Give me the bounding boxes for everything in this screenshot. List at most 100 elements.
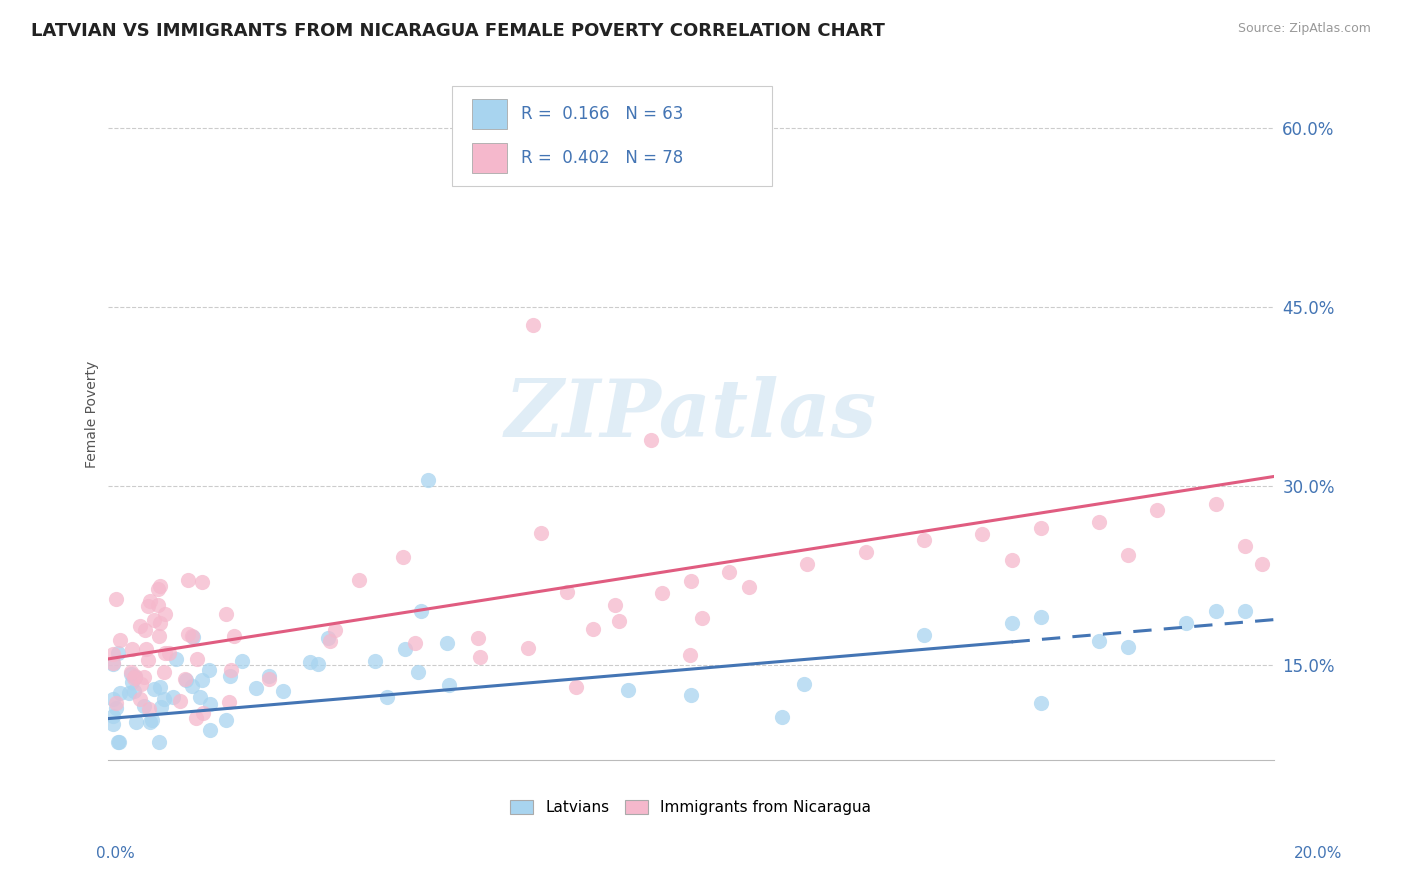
Y-axis label: Female Poverty: Female Poverty	[86, 361, 100, 468]
Point	[224, 629, 246, 643]
Point	[467, 631, 489, 645]
Point	[157, 646, 180, 660]
Point	[436, 636, 458, 650]
Point	[128, 692, 150, 706]
Point	[134, 623, 156, 637]
Point	[418, 473, 440, 487]
Point	[555, 585, 578, 599]
Point	[617, 683, 640, 698]
Point	[118, 686, 141, 700]
Text: Source: ZipAtlas.com: Source: ZipAtlas.com	[1237, 22, 1371, 36]
Point	[318, 634, 340, 648]
Point	[603, 599, 626, 613]
Point	[271, 684, 294, 698]
Point	[177, 627, 200, 641]
Point	[679, 688, 702, 702]
Point	[323, 623, 346, 637]
Point	[529, 525, 551, 540]
Point	[679, 648, 702, 663]
Point	[347, 573, 370, 587]
Text: ZIPatlas: ZIPatlas	[505, 376, 877, 453]
Point	[690, 610, 713, 624]
Point	[522, 318, 544, 332]
Point	[180, 629, 202, 643]
Point	[139, 594, 162, 608]
Point	[1000, 616, 1022, 631]
Point	[149, 579, 172, 593]
Point	[125, 714, 148, 729]
Point	[394, 642, 416, 657]
Point	[191, 673, 214, 687]
Point	[174, 672, 197, 686]
Point	[174, 673, 197, 687]
Point	[188, 690, 211, 705]
Point	[153, 665, 176, 679]
Point	[128, 619, 150, 633]
Point	[153, 607, 176, 621]
Point	[149, 680, 172, 694]
Point	[437, 678, 460, 692]
Point	[517, 640, 540, 655]
Point	[122, 683, 145, 698]
Point	[1088, 634, 1111, 648]
FancyBboxPatch shape	[471, 99, 506, 129]
Point	[231, 654, 253, 668]
Point	[177, 574, 200, 588]
Point	[1233, 604, 1256, 618]
Point	[245, 681, 267, 695]
Point	[1205, 604, 1227, 618]
Point	[218, 695, 240, 709]
Point	[169, 694, 191, 708]
Point	[124, 669, 146, 683]
Point	[120, 667, 142, 681]
Point	[122, 671, 145, 685]
Text: R =  0.402   N = 78: R = 0.402 N = 78	[520, 149, 683, 167]
Point	[257, 672, 280, 686]
Point	[103, 656, 125, 670]
FancyBboxPatch shape	[471, 143, 506, 173]
Point	[796, 557, 818, 571]
Point	[259, 669, 281, 683]
Point	[193, 706, 215, 721]
Point	[141, 713, 163, 727]
Point	[165, 652, 187, 666]
Point	[132, 670, 155, 684]
Point	[191, 574, 214, 589]
Point	[718, 565, 741, 579]
Point	[404, 636, 426, 650]
Point	[1233, 539, 1256, 553]
Point	[150, 700, 173, 714]
Point	[565, 681, 588, 695]
Point	[215, 713, 238, 727]
Text: R =  0.166   N = 63: R = 0.166 N = 63	[520, 105, 683, 123]
Point	[148, 628, 170, 642]
Point	[679, 574, 702, 589]
Point	[406, 665, 429, 679]
Point	[214, 607, 236, 622]
Point	[364, 654, 387, 668]
Point	[298, 655, 321, 669]
Legend: Latvians, Immigrants from Nicaragua: Latvians, Immigrants from Nicaragua	[510, 800, 872, 815]
Point	[124, 670, 146, 684]
Point	[1000, 553, 1022, 567]
Point	[103, 657, 125, 672]
Text: 0.0%: 0.0%	[96, 847, 135, 861]
Point	[131, 677, 153, 691]
Point	[138, 714, 160, 729]
Point	[181, 679, 204, 693]
Point	[148, 735, 170, 749]
FancyBboxPatch shape	[451, 86, 772, 186]
Point	[582, 622, 605, 636]
Point	[108, 686, 131, 700]
Point	[391, 550, 413, 565]
Point	[103, 716, 125, 731]
Point	[470, 650, 492, 665]
Point	[198, 663, 221, 677]
Point	[1146, 503, 1168, 517]
Point	[135, 642, 157, 657]
Point	[121, 642, 143, 657]
Point	[186, 651, 208, 665]
Point	[121, 675, 143, 690]
Text: 20.0%: 20.0%	[1295, 847, 1343, 861]
Point	[138, 702, 160, 716]
